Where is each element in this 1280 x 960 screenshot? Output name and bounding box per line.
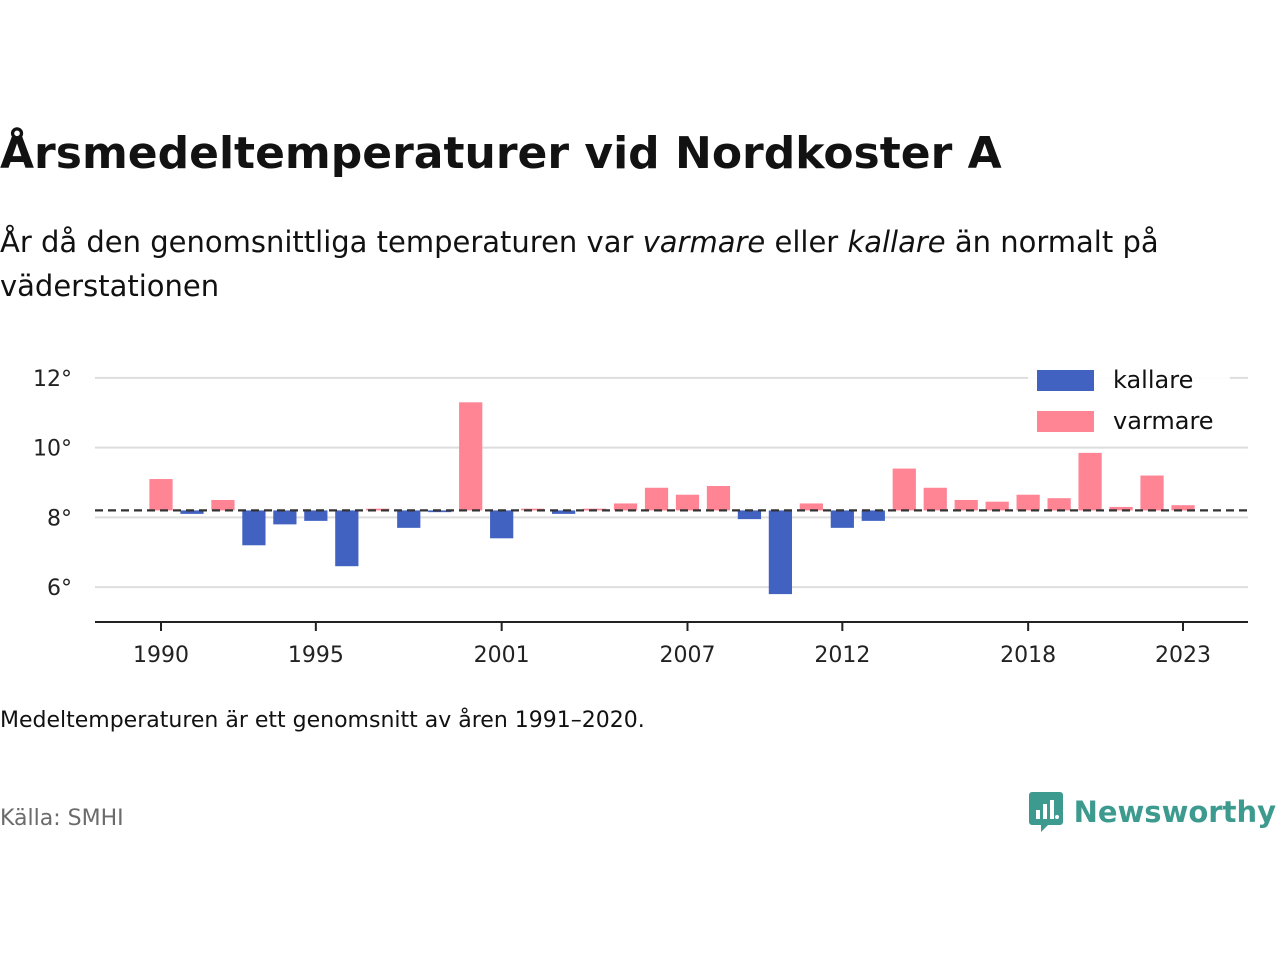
bar-2012 [830,510,854,528]
x-tick-label: 2023 [1155,643,1211,668]
bar-2016 [954,499,978,511]
subtitle-text-1: År då den genomsnittliga temperaturen va… [0,225,643,259]
bar-2000 [459,402,483,511]
bar-2023 [1171,505,1195,511]
x-tick-label: 2001 [474,643,530,668]
brand-logo: Newsworthy [1028,790,1276,834]
bar-2009 [737,510,762,520]
bar-2006 [644,487,669,511]
x-tick-label: 2012 [814,643,870,668]
bar-2010 [768,510,793,595]
bar-2014 [892,468,916,511]
legend-swatch-varmare [1037,411,1094,432]
bar-2020 [1078,452,1102,511]
chart-title: Årsmedeltemperaturer vid Nordkoster A [0,128,1002,179]
brand-name: Newsworthy [1073,795,1276,829]
bar-2015 [923,487,947,511]
temperature-bar-chart: 6°8°10°12° 1990 1995 2001 2007 2012 2018 2023 … [33,358,1248,668]
x-tick-label: 1995 [288,643,344,668]
bar-2003 [551,510,576,514]
x-tick-label: 2018 [1000,643,1056,668]
bar-2017 [985,501,1009,511]
y-tick-label: 6° [47,576,72,601]
y-tick-label: 12° [33,367,72,392]
legend: kallare varmare [1028,358,1230,444]
legend-label-varmare: varmare [1113,407,1214,435]
bar-2021 [1109,506,1133,511]
source-label: Källa: SMHI [0,806,124,831]
bar-2011 [799,503,823,511]
bar-1996 [335,510,359,567]
bar-1992 [211,499,235,511]
bar-2008 [706,486,731,511]
x-tick-label: 2007 [659,643,715,668]
bar-1998 [397,510,421,528]
bar-1994 [273,510,297,525]
bar-1993 [242,510,266,546]
bar-2013 [861,510,885,521]
subtitle-text-3: än normalt på väderstationen [0,225,1159,303]
subtitle-emphasis-warmer: varmare [642,225,766,259]
bar-2018 [1016,494,1040,511]
x-axis: 1990 1995 2001 2007 2012 2018 2023 [95,621,1248,668]
bar-1995 [304,510,328,521]
bar-1991 [180,510,204,514]
subtitle-emphasis-colder: kallare [847,225,946,259]
bar-2005 [613,503,638,511]
y-tick-label: 10° [33,437,72,462]
chart-subtitle: År då den genomsnittliga temperaturen va… [0,220,1260,308]
newsworthy-logo-icon [1028,792,1063,832]
bar-1997 [366,508,390,511]
y-tick-label: 8° [47,506,72,531]
bar-2001 [490,510,514,539]
chart-note: Medeltemperaturen är ett genomsnitt av å… [0,708,645,733]
bar-2002 [521,508,545,511]
bar-2019 [1047,498,1071,511]
bars [149,402,1195,595]
legend-label-kallare: kallare [1113,366,1193,394]
legend-swatch-kallare [1037,370,1094,391]
bar-2007 [675,494,700,511]
bar-2022 [1140,475,1164,511]
bar-1990 [149,479,173,511]
subtitle-text-2: eller [765,225,848,259]
x-tick-label: 1990 [133,643,189,668]
